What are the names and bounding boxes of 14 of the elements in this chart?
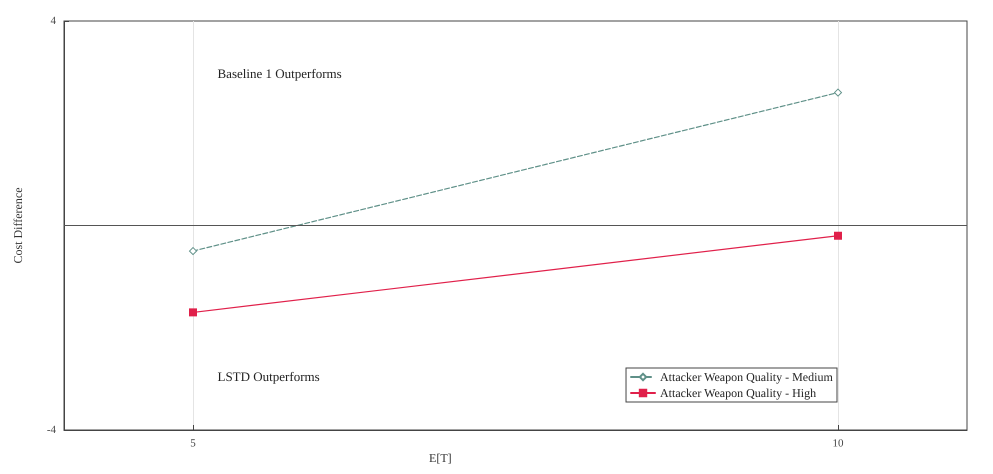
point [189, 308, 197, 316]
x-axis-title: E[T] [429, 451, 452, 465]
point [189, 247, 197, 256]
point [834, 232, 842, 240]
annotation: Baseline 1 Outperforms [218, 66, 342, 82]
point [834, 88, 842, 97]
y-axis-title: Cost Difference [11, 187, 25, 264]
y-tick-label: -4 [46, 424, 56, 436]
legend-label: Attacker Weapon Quality - Medium [660, 370, 834, 384]
legend-label: Attacker Weapon Quality - High [660, 386, 816, 400]
x-tick-label: 10 [832, 438, 844, 450]
x-tick-label: 5 [190, 438, 196, 450]
y-tick-label: 4 [50, 15, 56, 27]
annotation: LSTD Outperforms [218, 368, 320, 384]
